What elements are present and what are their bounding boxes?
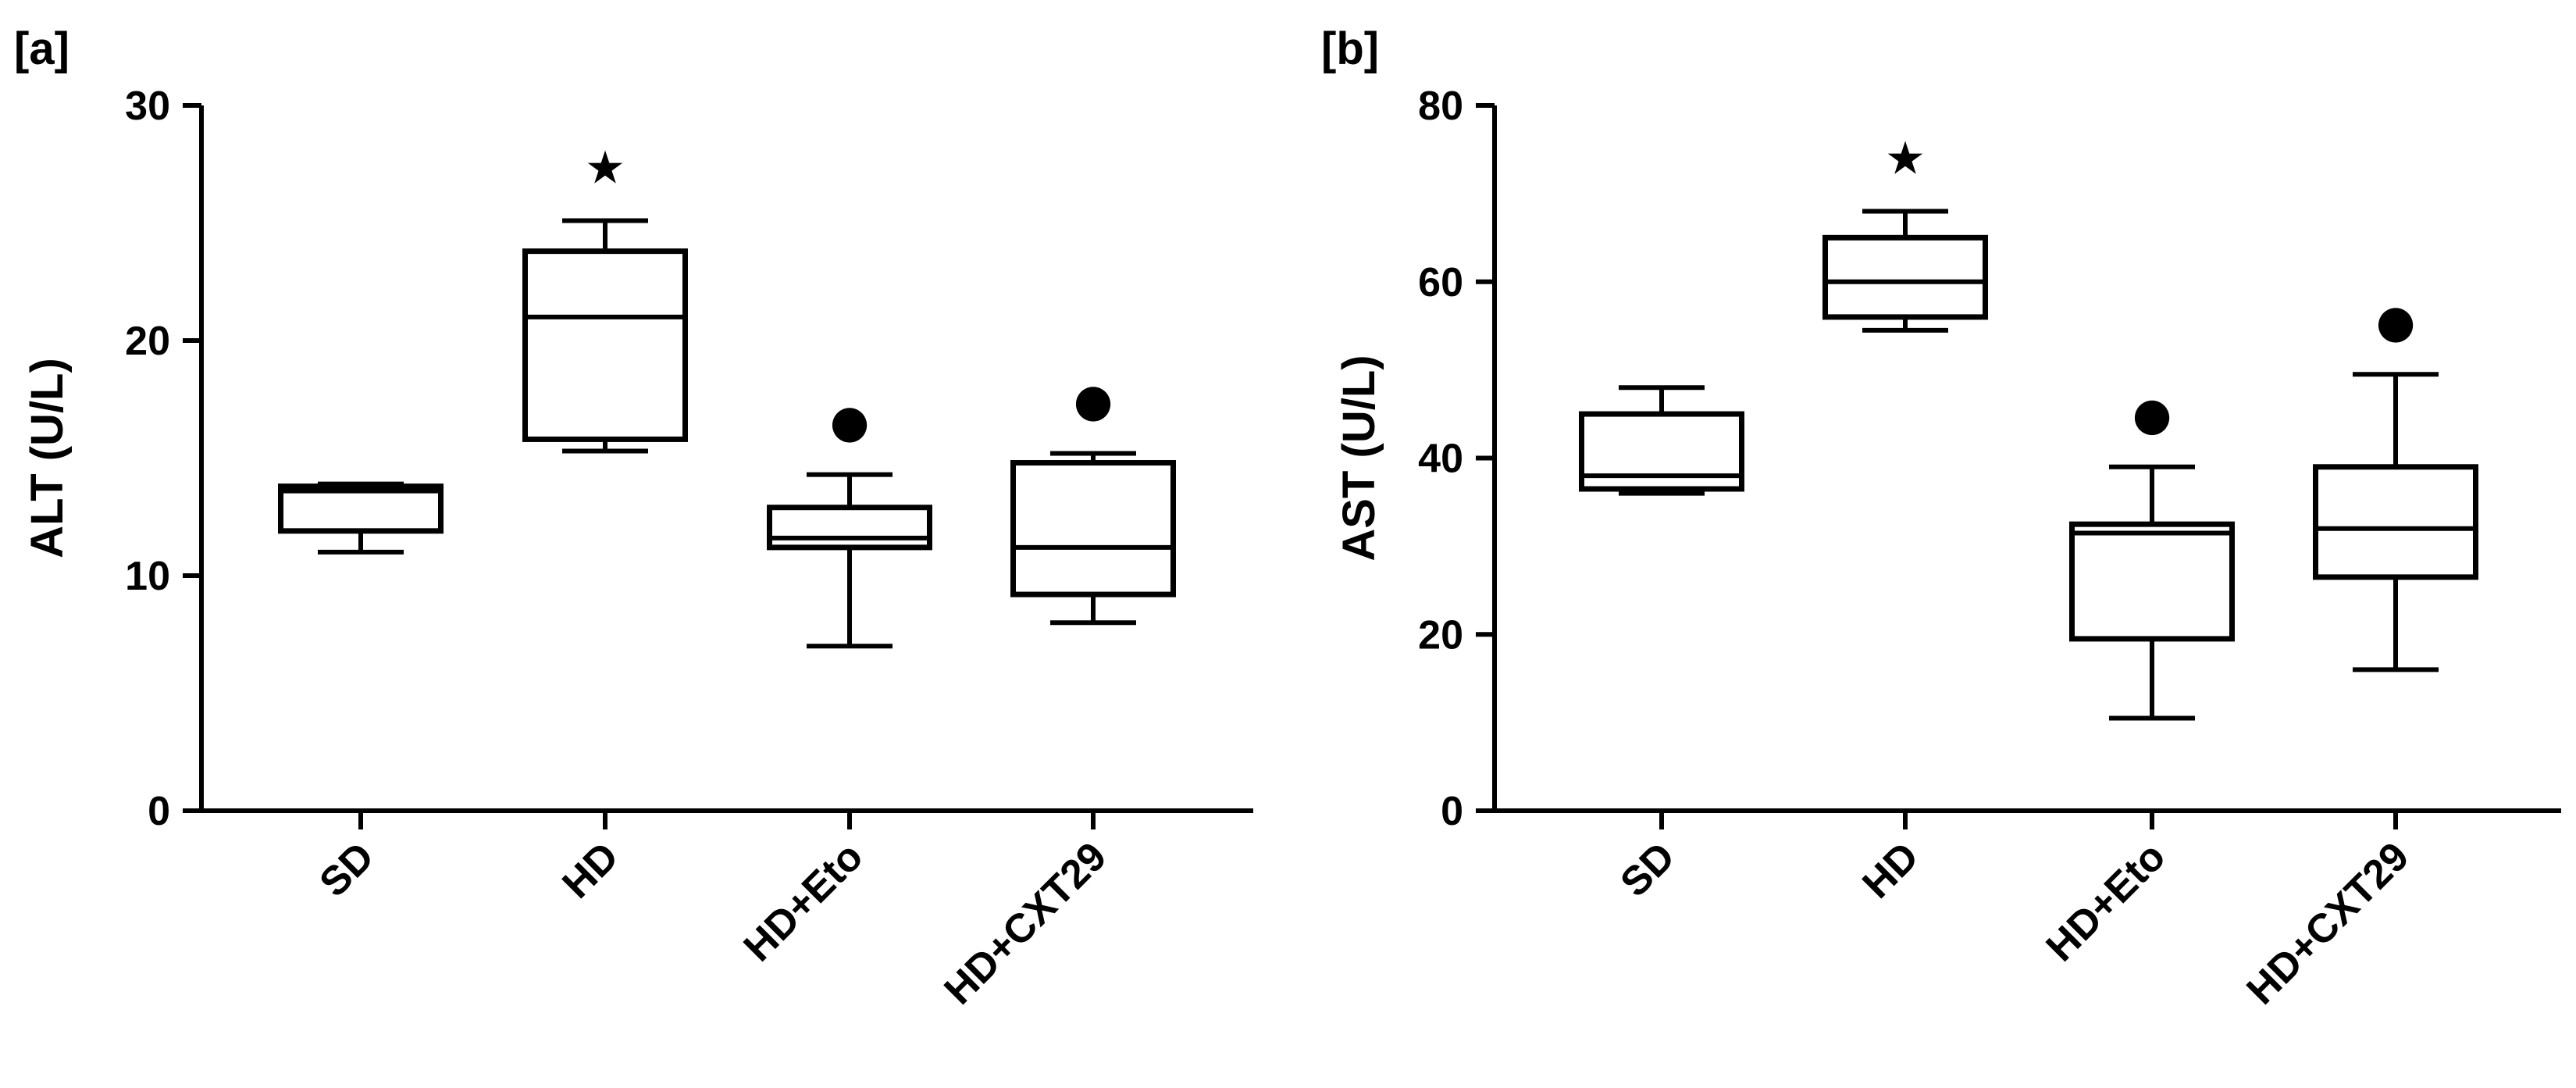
y-tick-label: 0 [1441,789,1463,834]
significance-dot-icon: ● [1074,373,1113,426]
iqr-box [1579,411,1744,492]
iqr-box [1010,460,1176,598]
y-axis-title: ALT (U/L) [22,358,73,558]
box-hd: ★ [1822,131,1988,333]
y-tick-label: 40 [1418,437,1463,482]
box-hd: ★ [522,141,688,454]
y-tick-label: 10 [125,554,170,599]
y-tick-label: 60 [1418,260,1463,305]
panel-label: [b] [1321,23,1379,74]
y-tick-label: 20 [1418,612,1463,658]
box-sd [278,481,444,555]
iqr-box [1822,234,1988,320]
box-hd-eto: ● [767,395,932,649]
x-tick-label: HD+CXT29 [935,833,1115,1013]
significance-dot-icon: ● [2132,387,2172,441]
x-tick-label: HD+Eto [736,833,872,970]
significance-star-icon: ★ [585,141,625,194]
iqr-box [2313,464,2478,580]
x-tick-label: HD+Eto [2038,833,2175,970]
significance-dot-icon: ● [2376,294,2416,348]
x-tick-label: HD [554,833,627,907]
iqr-box [522,248,688,442]
panel-label: [a] [14,23,69,74]
box-hd-cxt29: ● [1010,373,1176,626]
x-tick-label: HD [1854,833,1927,907]
y-tick-label: 0 [148,789,170,834]
y-tick-label: 30 [125,84,170,129]
y-tick-label: 20 [125,319,170,364]
box-hd-cxt29: ● [2313,294,2478,672]
panel-b: [b] 0 20 40 60 80 AST (U/L) SD HD HD+Eto HD+CXT29 ★… [1321,23,2561,1014]
y-tick-label: 80 [1418,84,1463,129]
iqr-box [767,505,932,551]
iqr-box [278,483,444,534]
iqr-box [2069,521,2235,642]
x-tick-label: SD [1612,833,1683,905]
significance-star-icon: ★ [1885,131,1926,184]
box-sd [1579,385,1744,496]
x-tick-label: SD [311,833,383,905]
y-axis-title: AST (U/L) [1334,355,1384,561]
panel-a: [a] 0 10 20 30 ALT (U/L) SD HD HD+Eto HD+CXT29 ★ ● ● [14,23,1253,1014]
box-hd-eto: ● [2069,387,2235,721]
significance-dot-icon: ● [830,395,870,448]
x-tick-label: HD+CXT29 [2238,833,2417,1013]
